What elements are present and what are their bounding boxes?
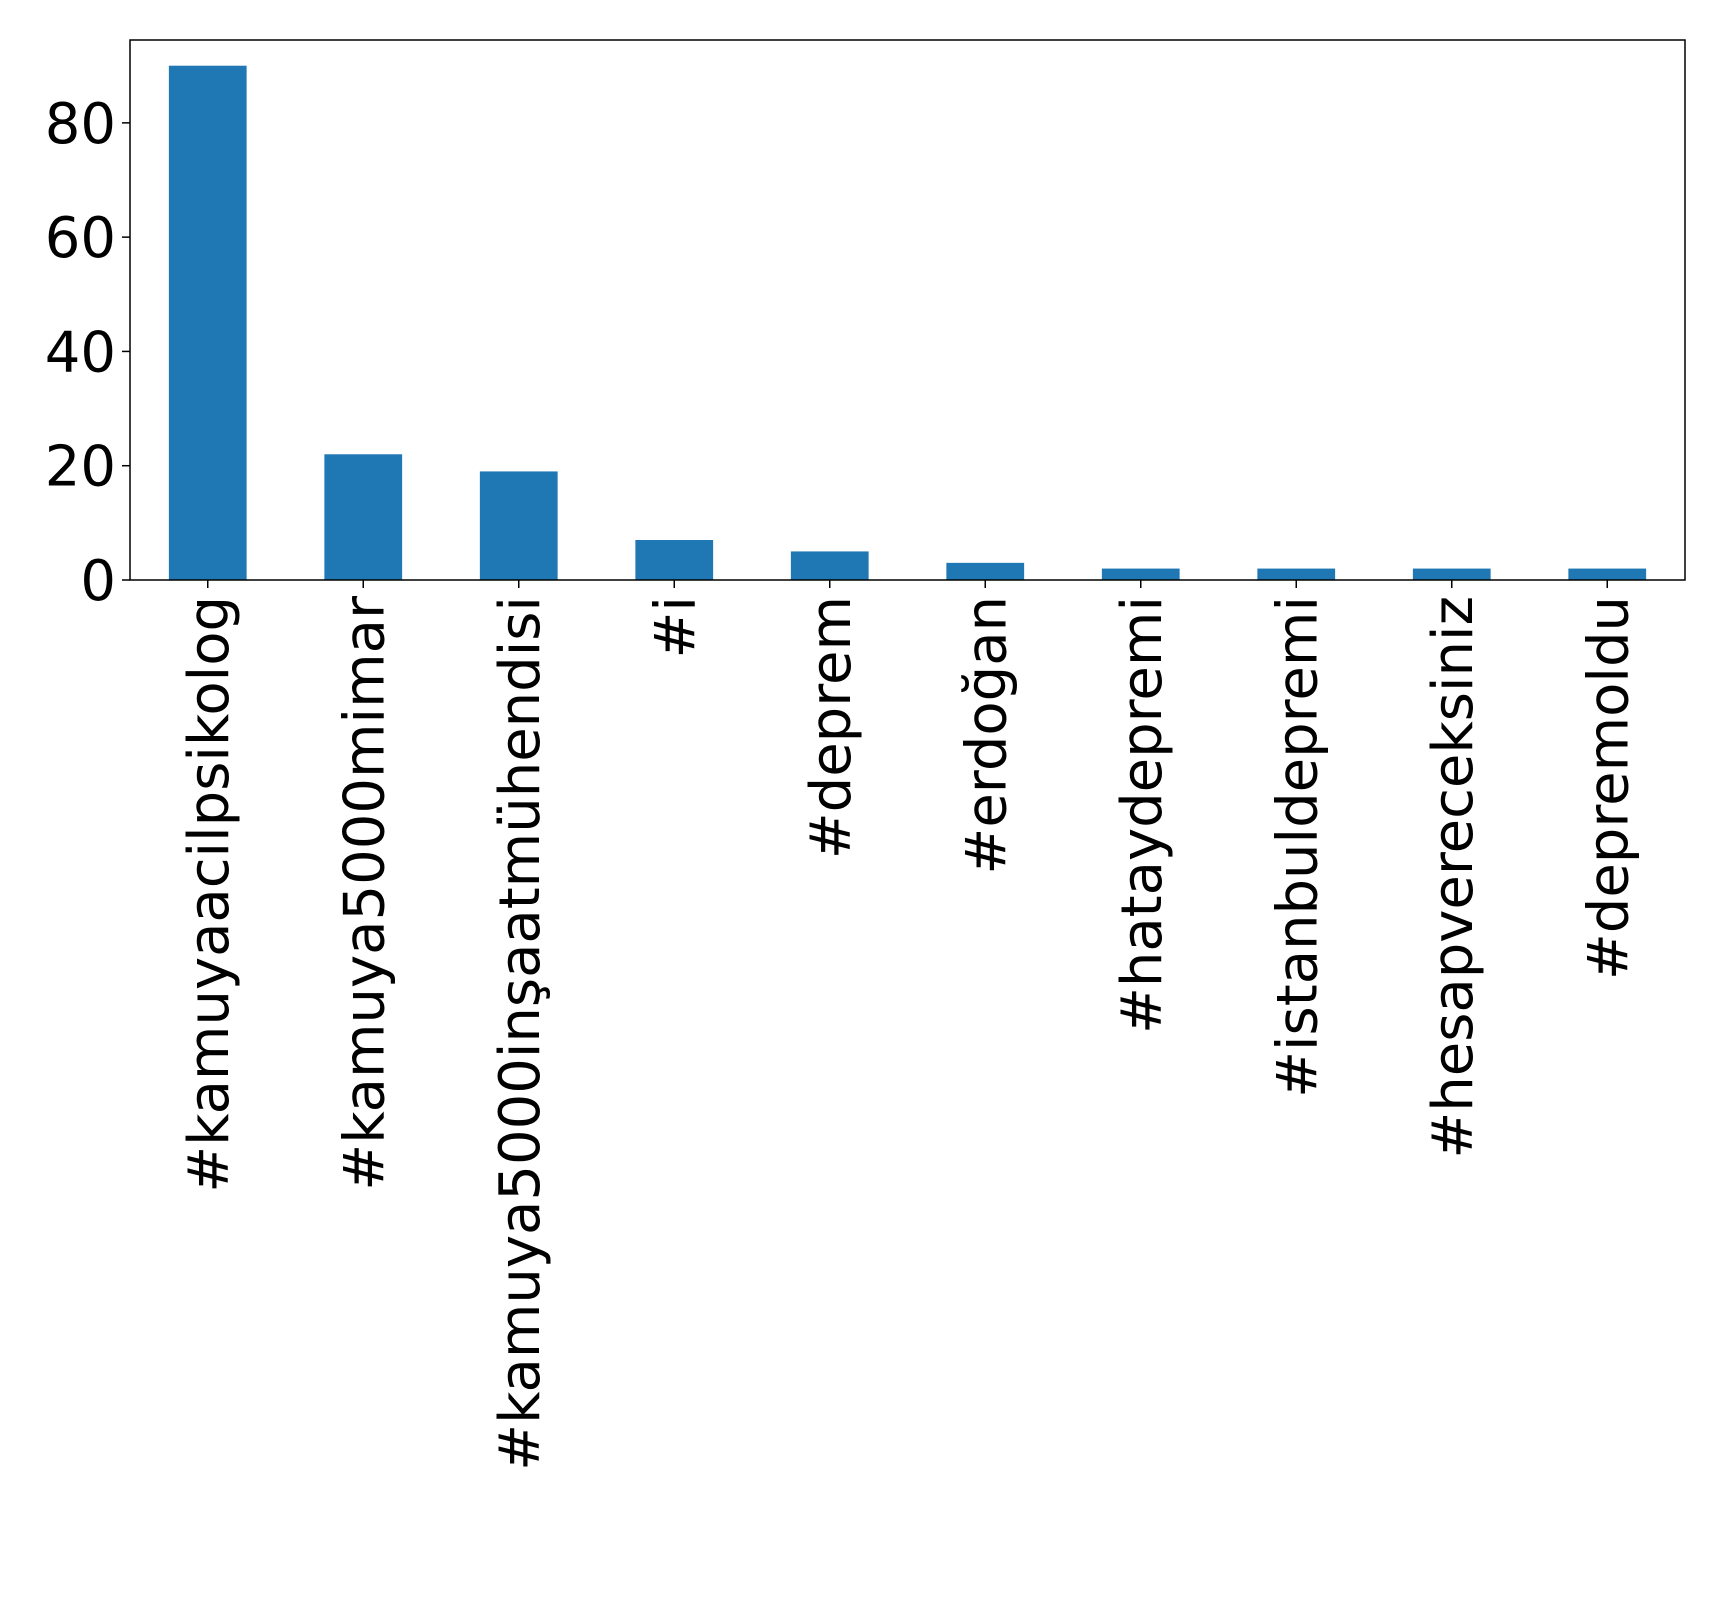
x-tick-label-2: #kamuya5000inşaatmühendisi — [488, 596, 553, 1471]
x-tick-label-4: #deprem — [799, 596, 864, 859]
y-tick-label-4: 80 — [45, 92, 116, 157]
x-tick-label-6: #hataydepremi — [1110, 596, 1175, 1034]
x-tick-label-1: #kamuya5000mimar — [332, 595, 397, 1191]
x-tick-label-9: #depremoldu — [1576, 596, 1641, 980]
bar-7 — [1257, 568, 1336, 580]
bar-2 — [479, 471, 558, 580]
bar-3 — [635, 540, 714, 580]
bar-4 — [790, 551, 869, 580]
x-axis: #kamuyaacilpsikolog #kamuya5000mimar #kamu… — [177, 580, 1641, 1471]
x-tick-label-0: #kamuyaacilpsikolog — [177, 596, 242, 1193]
y-axis: 0 20 40 60 80 — [45, 92, 130, 614]
y-tick-label-3: 60 — [45, 206, 116, 271]
x-tick-label-5: #erdoğan — [954, 596, 1019, 875]
x-tick-label-7: #istanbuldepremi — [1265, 596, 1330, 1098]
y-tick-label-2: 40 — [45, 320, 116, 385]
y-tick-label-0: 0 — [80, 549, 116, 614]
bars-layer — [168, 65, 1647, 580]
x-tick-label-3: #i — [643, 596, 708, 658]
x-tick-label-8: #hesapvereceksiniz — [1421, 596, 1486, 1159]
y-tick-label-1: 20 — [45, 435, 116, 500]
bar-1 — [324, 454, 403, 580]
bar-5 — [946, 562, 1025, 580]
plot-frame — [129, 39, 1686, 581]
bar-0 — [168, 65, 247, 580]
bar-9 — [1568, 568, 1647, 580]
bar-6 — [1101, 568, 1180, 580]
bar-8 — [1412, 568, 1491, 580]
